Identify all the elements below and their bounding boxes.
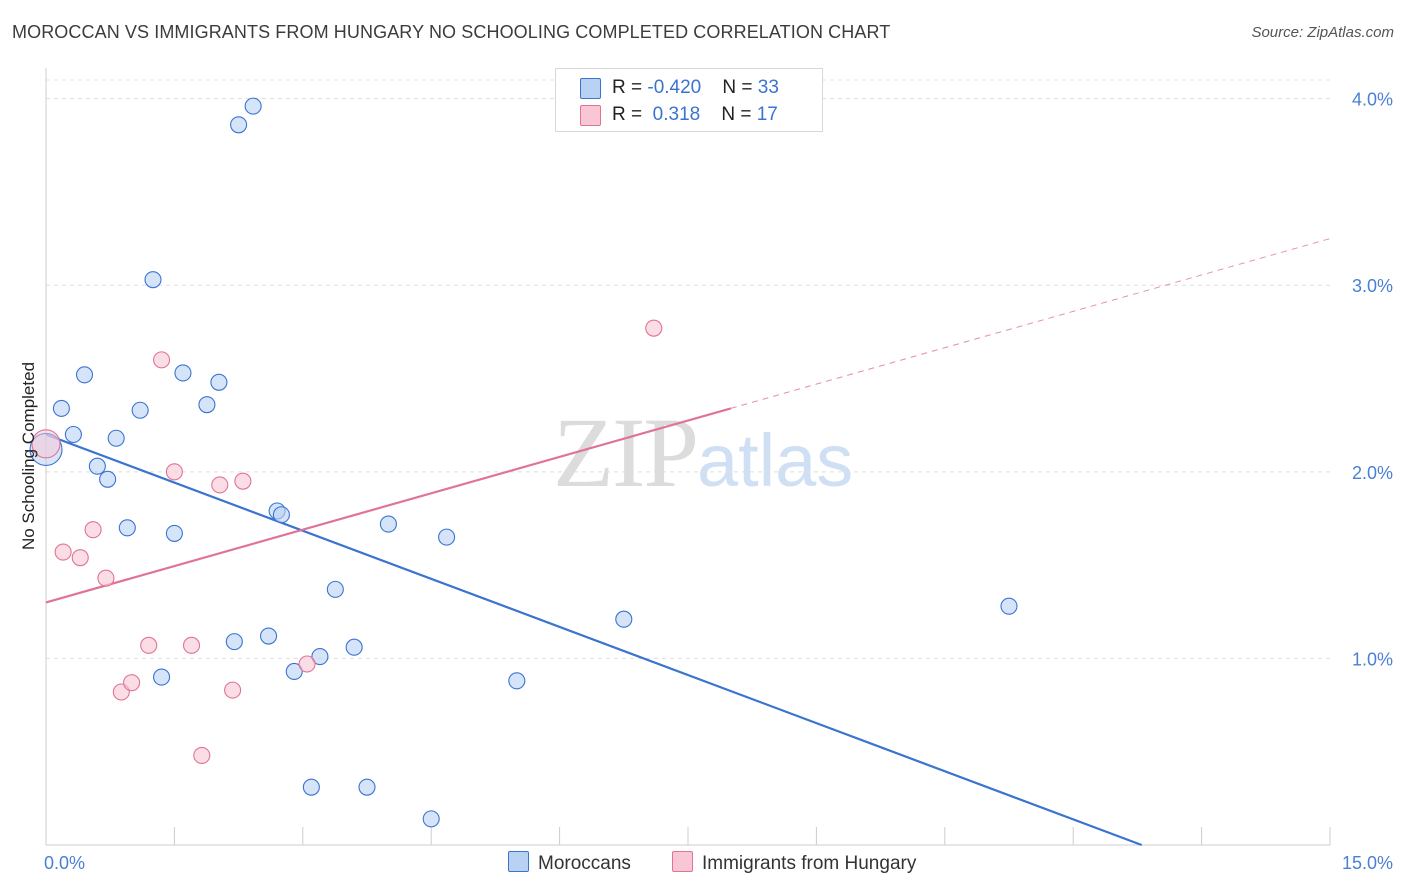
axes <box>45 68 1331 846</box>
trend-line-hungary-extension <box>730 238 1331 409</box>
point-moroccans-21 <box>285 662 303 681</box>
point-hungary-12 <box>211 476 229 494</box>
point-moroccans-24 <box>326 580 344 598</box>
point-moroccans-12 <box>174 364 192 382</box>
bottom-legend-hungary: Immigrants from Hungary <box>672 851 916 875</box>
legend-moroccans-text: R = -0.420 N = 33 <box>612 77 779 99</box>
bottom-legend-moroccans: Moroccans <box>508 851 631 875</box>
point-moroccans-5 <box>99 470 117 488</box>
legend-moroccans-r-value: -0.420 <box>647 77 702 98</box>
point-moroccans-3 <box>75 366 94 384</box>
point-hungary-4 <box>97 569 115 587</box>
data-points <box>29 97 1018 828</box>
point-moroccans-10 <box>153 668 171 686</box>
point-hungary-16 <box>645 319 663 337</box>
point-hungary-7 <box>140 636 158 654</box>
chart-title: MOROCCAN VS IMMIGRANTS FROM HUNGARY NO S… <box>12 22 891 42</box>
point-moroccans-13 <box>198 396 216 414</box>
point-hungary-11 <box>193 746 211 764</box>
legend-hungary-r-value: 0.318 <box>647 104 701 125</box>
point-moroccans-16 <box>230 116 248 134</box>
bottom-moroccans-label: Moroccans <box>538 853 631 874</box>
point-moroccans-28 <box>422 810 440 828</box>
legend-moroccans-r-label: R = <box>612 77 648 98</box>
point-hungary-3 <box>84 521 102 539</box>
point-hungary-13 <box>224 681 242 699</box>
point-moroccans-22 <box>302 778 320 796</box>
point-moroccans-9 <box>144 271 162 289</box>
y-tick-label-3: 4.0% <box>1352 90 1393 110</box>
x-tick-label-0: 0.0% <box>44 853 85 873</box>
bottom-moroccans-swatch <box>508 851 529 872</box>
point-moroccans-31 <box>615 610 633 628</box>
watermark-atlas: atlas <box>697 419 854 502</box>
moroccans-swatch <box>580 78 601 99</box>
point-hungary-10 <box>182 636 201 654</box>
y-tick-label-0: 1.0% <box>1352 649 1393 669</box>
point-moroccans-26 <box>358 778 376 796</box>
trend-line-hungary <box>45 407 732 604</box>
point-hungary-9 <box>165 463 183 481</box>
point-moroccans-29 <box>438 528 456 546</box>
legend-hungary-r-label: R = <box>612 104 648 125</box>
point-moroccans-27 <box>379 515 397 533</box>
legend-hungary-text: R = 0.318 N = 17 <box>612 104 778 126</box>
legend-moroccans-n-value: 33 <box>757 77 779 98</box>
point-moroccans-8 <box>131 401 149 419</box>
bottom-hungary-swatch <box>672 851 693 872</box>
tick-labels: 1.0% 2.0% 3.0% 4.0% 0.0% 15.0% <box>44 90 1393 873</box>
point-hungary-6 <box>123 674 141 692</box>
point-moroccans-18 <box>260 627 278 645</box>
point-moroccans-23 <box>311 647 329 666</box>
y-tick-label-1: 2.0% <box>1352 463 1393 483</box>
correlation-legend: R = -0.420 N = 33 R = 0.318 N = 17 <box>555 68 823 132</box>
point-hungary-1 <box>54 543 72 561</box>
point-moroccans-17 <box>244 97 262 115</box>
bottom-hungary-label: Immigrants from Hungary <box>702 853 917 874</box>
point-moroccans-30 <box>508 672 526 690</box>
y-tick-label-2: 3.0% <box>1352 276 1393 296</box>
point-moroccans-15 <box>225 633 243 651</box>
point-hungary-14 <box>234 472 252 490</box>
point-moroccans-32 <box>1000 597 1018 615</box>
legend-hungary-n-label: N = <box>721 104 757 125</box>
trend-line-moroccans <box>45 433 1143 847</box>
point-moroccans-14 <box>210 373 228 391</box>
point-moroccans-1 <box>52 399 70 417</box>
hungary-swatch <box>580 105 601 126</box>
legend-hungary-n-value: 17 <box>756 104 778 125</box>
gridlines <box>46 79 1330 659</box>
point-hungary-2 <box>71 549 89 567</box>
point-moroccans-6 <box>107 429 125 447</box>
x-tick-label-1: 15.0% <box>1342 853 1393 873</box>
point-moroccans-7 <box>118 519 136 537</box>
point-moroccans-20 <box>272 506 290 524</box>
y-axis-label: No Schooling Completed <box>19 362 38 550</box>
legend-moroccans-n-label: N = <box>722 77 758 98</box>
point-hungary-8 <box>153 351 171 369</box>
point-moroccans-25 <box>345 638 363 656</box>
point-moroccans-4 <box>88 457 106 475</box>
point-moroccans-11 <box>165 524 183 542</box>
point-hungary-15 <box>298 655 316 673</box>
trend-lines <box>45 238 1331 847</box>
point-hungary-0 <box>31 429 61 459</box>
point-moroccans-2 <box>64 425 82 444</box>
chart-source: Source: ZipAtlas.com <box>1251 24 1394 41</box>
